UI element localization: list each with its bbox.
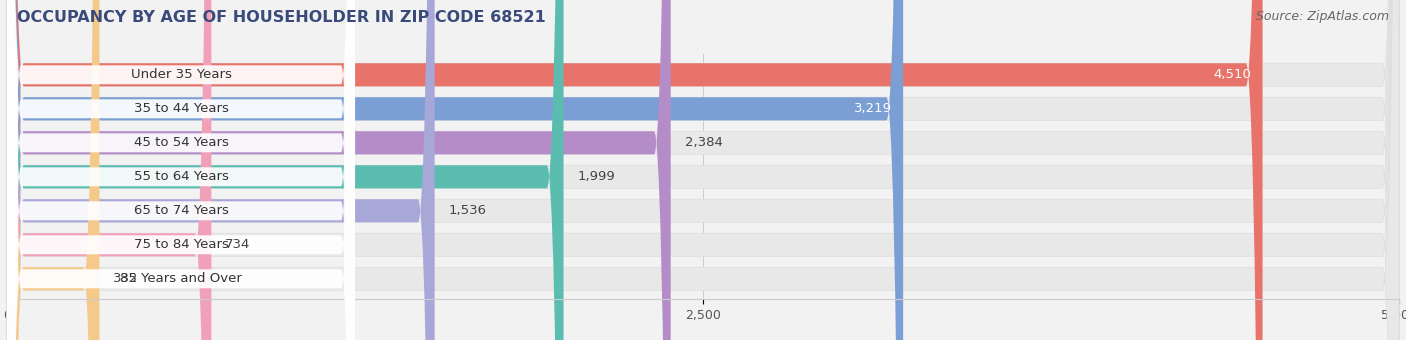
- FancyBboxPatch shape: [7, 0, 903, 340]
- FancyBboxPatch shape: [7, 0, 1263, 340]
- Text: 1,999: 1,999: [578, 170, 616, 183]
- FancyBboxPatch shape: [7, 0, 671, 340]
- FancyBboxPatch shape: [7, 0, 564, 340]
- Text: 4,510: 4,510: [1213, 68, 1251, 81]
- Text: 1,536: 1,536: [449, 204, 486, 217]
- FancyBboxPatch shape: [7, 0, 434, 340]
- Text: 75 to 84 Years: 75 to 84 Years: [134, 238, 228, 251]
- Text: OCCUPANCY BY AGE OF HOUSEHOLDER IN ZIP CODE 68521: OCCUPANCY BY AGE OF HOUSEHOLDER IN ZIP C…: [17, 10, 546, 25]
- FancyBboxPatch shape: [7, 0, 354, 340]
- FancyBboxPatch shape: [7, 0, 354, 340]
- Text: Under 35 Years: Under 35 Years: [131, 68, 232, 81]
- Text: 734: 734: [225, 238, 250, 251]
- FancyBboxPatch shape: [7, 0, 1399, 340]
- FancyBboxPatch shape: [7, 0, 354, 340]
- Text: 3,219: 3,219: [853, 102, 891, 115]
- FancyBboxPatch shape: [7, 0, 211, 340]
- Text: Source: ZipAtlas.com: Source: ZipAtlas.com: [1256, 10, 1389, 23]
- Text: 55 to 64 Years: 55 to 64 Years: [134, 170, 228, 183]
- Text: 85 Years and Over: 85 Years and Over: [120, 272, 242, 285]
- FancyBboxPatch shape: [7, 0, 1399, 340]
- FancyBboxPatch shape: [7, 0, 1399, 340]
- FancyBboxPatch shape: [7, 0, 1399, 340]
- Text: 35 to 44 Years: 35 to 44 Years: [134, 102, 228, 115]
- FancyBboxPatch shape: [7, 0, 354, 340]
- FancyBboxPatch shape: [7, 0, 1399, 340]
- Text: 332: 332: [114, 272, 139, 285]
- FancyBboxPatch shape: [7, 0, 1399, 340]
- FancyBboxPatch shape: [7, 0, 354, 340]
- Text: 2,384: 2,384: [685, 136, 723, 149]
- FancyBboxPatch shape: [7, 0, 100, 340]
- Text: 65 to 74 Years: 65 to 74 Years: [134, 204, 228, 217]
- FancyBboxPatch shape: [7, 0, 354, 340]
- FancyBboxPatch shape: [7, 0, 1399, 340]
- Text: 45 to 54 Years: 45 to 54 Years: [134, 136, 228, 149]
- FancyBboxPatch shape: [7, 0, 354, 340]
